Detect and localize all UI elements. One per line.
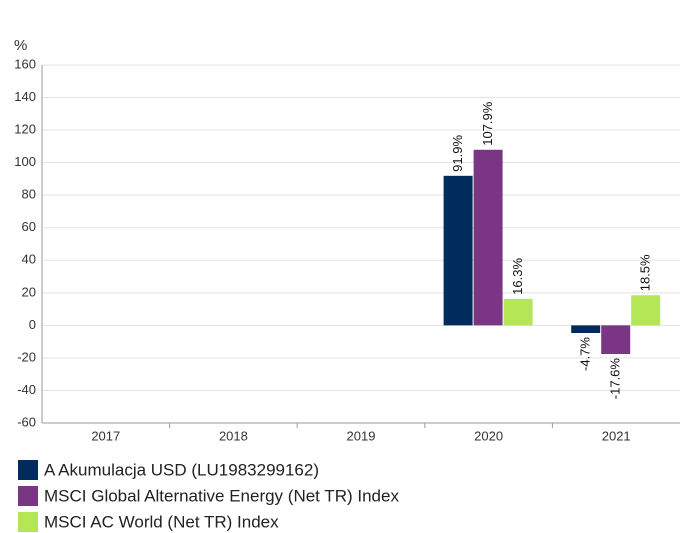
x-tick-label: 2018 <box>219 428 248 443</box>
legend-swatch <box>18 512 38 532</box>
y-tick-label: 160 <box>14 56 36 71</box>
x-tick-label: 2017 <box>91 428 120 443</box>
y-tick-label: 20 <box>22 284 36 299</box>
legend-label: MSCI AC World (Net TR) Index <box>44 512 279 531</box>
value-label: -4.7% <box>578 337 593 371</box>
value-label: 18.5% <box>638 254 653 291</box>
y-tick-label: 0 <box>29 317 36 332</box>
x-tick-label: 2020 <box>474 428 503 443</box>
x-tick-label: 2019 <box>347 428 376 443</box>
y-tick-label: 40 <box>22 252 36 267</box>
value-label: 107.9% <box>480 101 495 146</box>
y-tick-label: 80 <box>22 187 36 202</box>
bar <box>631 295 661 326</box>
y-tick-label: 120 <box>14 122 36 137</box>
y-tick-label: 140 <box>14 89 36 104</box>
y-tick-label: -60 <box>17 414 36 429</box>
value-label: -17.6% <box>608 358 623 400</box>
bar <box>571 325 601 334</box>
legend-swatch <box>18 486 38 506</box>
y-tick-label: 100 <box>14 154 36 169</box>
bar <box>473 149 503 326</box>
y-axis-label: % <box>14 37 27 54</box>
bar <box>601 325 631 355</box>
legend-swatch <box>18 460 38 480</box>
legend-label: MSCI Global Alternative Energy (Net TR) … <box>44 486 399 505</box>
value-label: 16.3% <box>510 258 525 295</box>
y-tick-label: 60 <box>22 219 36 234</box>
bar <box>443 175 473 326</box>
y-tick-label: -20 <box>17 349 36 364</box>
bar <box>503 298 533 326</box>
y-tick-label: -40 <box>17 382 36 397</box>
x-tick-label: 2021 <box>602 428 631 443</box>
value-label: 91.9% <box>450 135 465 172</box>
legend-label: A Akumulacja USD (LU1983299162) <box>44 460 319 479</box>
